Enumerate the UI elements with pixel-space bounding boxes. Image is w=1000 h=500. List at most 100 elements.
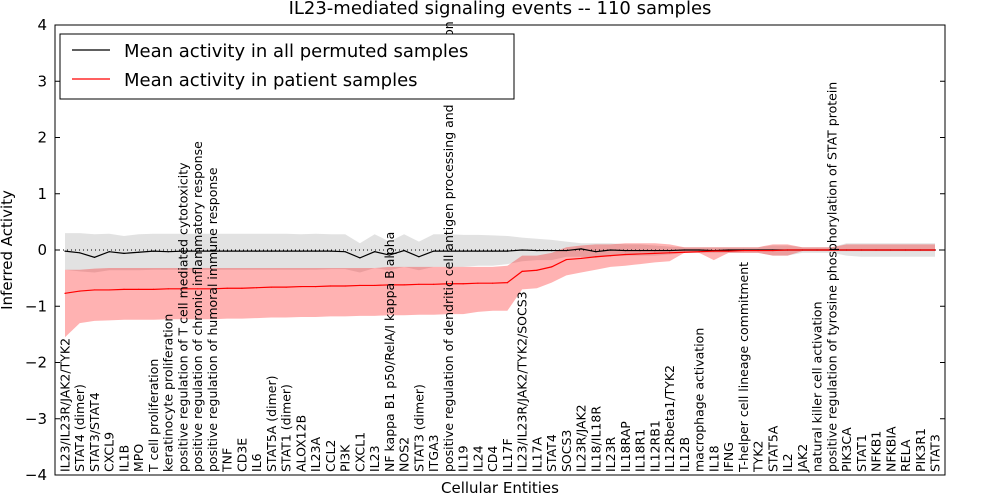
data-point <box>801 249 803 251</box>
x-tick-label: IL18R1 <box>633 429 648 472</box>
data-point <box>845 249 848 251</box>
data-point <box>492 282 494 284</box>
data-point <box>786 249 789 251</box>
data-point <box>388 284 391 286</box>
x-tick-label: IL24 <box>470 445 485 472</box>
data-point <box>698 249 700 251</box>
data-point <box>315 285 317 288</box>
x-tick-label: IL23/IL23R/JAK2/TYK2/SOCS3 <box>515 291 530 472</box>
data-point <box>241 250 243 252</box>
x-tick-label: PIK3CA <box>839 427 854 472</box>
chart-title: IL23-mediated signaling events -- 110 sa… <box>289 0 712 19</box>
data-point <box>152 250 155 252</box>
data-point <box>609 255 612 257</box>
data-point <box>64 250 66 252</box>
data-point <box>182 250 184 252</box>
x-tick-label: STAT1 (dimer) <box>279 384 294 472</box>
data-point <box>713 250 715 252</box>
data-point <box>551 266 553 268</box>
data-point <box>123 288 125 290</box>
data-point <box>580 257 582 260</box>
data-point <box>639 249 641 252</box>
data-point <box>418 256 420 258</box>
x-tick-label: IL17A <box>529 436 544 472</box>
y-axis-label: Inferred Activity <box>0 190 16 310</box>
data-point <box>477 282 479 284</box>
data-point <box>344 285 346 287</box>
x-tick-label: TYK2 <box>751 441 766 473</box>
x-tick-label: IL12RB1 <box>647 420 662 472</box>
y-tick-label: −2 <box>25 354 47 372</box>
data-point <box>506 282 508 284</box>
x-tick-label: CD4 <box>485 446 500 472</box>
data-point <box>359 284 361 287</box>
data-point <box>860 249 862 251</box>
data-point <box>934 249 936 251</box>
x-tick-label: STAT3 <box>928 434 943 472</box>
y-tick-label: −4 <box>25 466 47 484</box>
data-point <box>315 250 317 252</box>
x-tick-label: IL17F <box>500 438 515 472</box>
data-point <box>609 249 612 251</box>
x-tick-label: NFKB1 <box>869 431 884 472</box>
x-tick-label: CXCL9 <box>102 432 117 472</box>
data-point <box>270 286 273 288</box>
data-point <box>108 289 110 291</box>
x-tick-label: IL18 <box>706 445 721 472</box>
data-point <box>285 286 287 288</box>
data-point <box>521 249 523 251</box>
data-point <box>211 250 214 252</box>
data-point <box>683 251 685 253</box>
x-tick-label: RELA <box>898 439 913 472</box>
data-point <box>138 251 140 253</box>
data-point <box>624 253 626 256</box>
x-tick-label: IL6 <box>249 453 264 472</box>
data-point <box>226 287 228 289</box>
data-point <box>241 287 243 289</box>
x-tick-label: macrophage activation <box>692 328 707 472</box>
x-axis-ticks: IL23/IL23R/JAK2/TYK2 STAT4 (dimer) STAT3/S… <box>58 21 943 473</box>
data-point <box>344 251 346 253</box>
x-tick-label: CXCL1 <box>352 432 367 472</box>
x-tick-label: IFNG <box>721 442 736 472</box>
data-point <box>698 251 700 253</box>
data-point <box>285 250 287 252</box>
data-point <box>433 250 435 252</box>
confidence-bands <box>65 233 935 338</box>
data-point <box>403 284 405 286</box>
data-point <box>595 256 597 258</box>
data-point <box>536 269 538 271</box>
x-tick-label: JAK2 <box>795 444 810 473</box>
data-point <box>521 270 523 272</box>
data-point <box>565 249 567 252</box>
data-point <box>447 283 449 285</box>
data-point <box>93 256 96 258</box>
data-point <box>462 283 464 285</box>
x-tick-label: SOCS3 <box>559 430 574 472</box>
y-tick-label: 3 <box>37 72 47 90</box>
x-tick-label: IL12Rbeta1/TYK2 <box>662 365 677 472</box>
data-point <box>904 249 907 251</box>
data-point <box>565 258 567 261</box>
data-point <box>772 249 774 252</box>
data-point <box>890 249 892 251</box>
x-tick-label: STAT3/STAT4 <box>87 392 102 472</box>
data-point <box>875 249 877 251</box>
data-point <box>639 253 641 255</box>
legend-label-patient: Mean activity in patient samples <box>124 70 418 91</box>
data-point <box>654 249 656 252</box>
x-axis-label: Cellular Entities <box>441 479 559 497</box>
data-point <box>211 288 214 290</box>
x-tick-label: CD3E <box>234 438 249 472</box>
x-tick-label: PIK3R1 <box>913 428 928 472</box>
data-point <box>152 288 155 290</box>
x-tick-label: IL23R/JAK2 <box>574 404 589 472</box>
band-series-0 <box>65 233 935 273</box>
data-point <box>197 288 199 290</box>
legend-label-permuted: Mean activity in all permuted samples <box>124 41 468 62</box>
x-tick-label: positive regulation of dendritic cell an… <box>441 21 456 472</box>
data-point <box>668 252 671 254</box>
x-tick-label: STAT3 (dimer) <box>411 384 426 472</box>
data-point <box>668 249 671 252</box>
